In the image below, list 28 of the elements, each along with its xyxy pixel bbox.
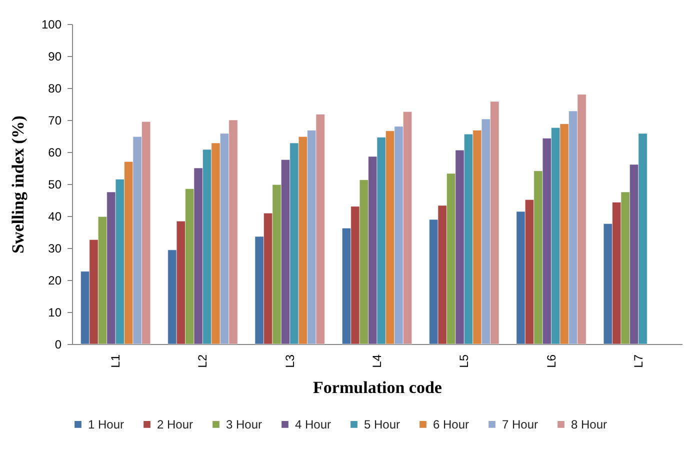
y-tick-label: 10 — [48, 306, 62, 320]
x-tick-label: L3 — [282, 354, 297, 368]
y-tick-label: 80 — [48, 82, 62, 96]
x-tick-label: L2 — [196, 354, 210, 368]
y-tick-label: 70 — [48, 114, 62, 128]
y-tick-label: 20 — [48, 274, 62, 288]
y-tick-label: 0 — [54, 338, 62, 352]
legend-label: 2 Hour — [157, 417, 194, 432]
y-tick-label: 50 — [48, 178, 62, 192]
x-tick-label: L5 — [457, 354, 472, 368]
x-tick-label: L1 — [108, 354, 123, 368]
y-tick-label: 60 — [48, 146, 62, 160]
legend-label: 5 Hour — [364, 417, 400, 432]
legend-label: 3 Hour — [226, 417, 262, 432]
y-axis-title: Swelling index (%) — [8, 116, 28, 254]
y-tick-label: 30 — [48, 242, 62, 256]
legend-label: 1 Hour — [88, 417, 124, 432]
x-tick-label: L7 — [631, 354, 646, 368]
x-tick-label: L4 — [370, 354, 384, 368]
x-tick-label: L6 — [544, 354, 558, 368]
legend-label: 7 Hour — [502, 417, 538, 432]
y-tick-label: 40 — [48, 210, 62, 224]
y-tick-label: 90 — [48, 50, 62, 64]
legend-label: 6 Hour — [433, 417, 470, 432]
x-axis-title: Formulation code — [313, 378, 442, 397]
y-tick-label: 100 — [41, 18, 62, 32]
legend-label: 8 Hour — [571, 417, 608, 432]
legend-label: 4 Hour — [295, 417, 332, 432]
